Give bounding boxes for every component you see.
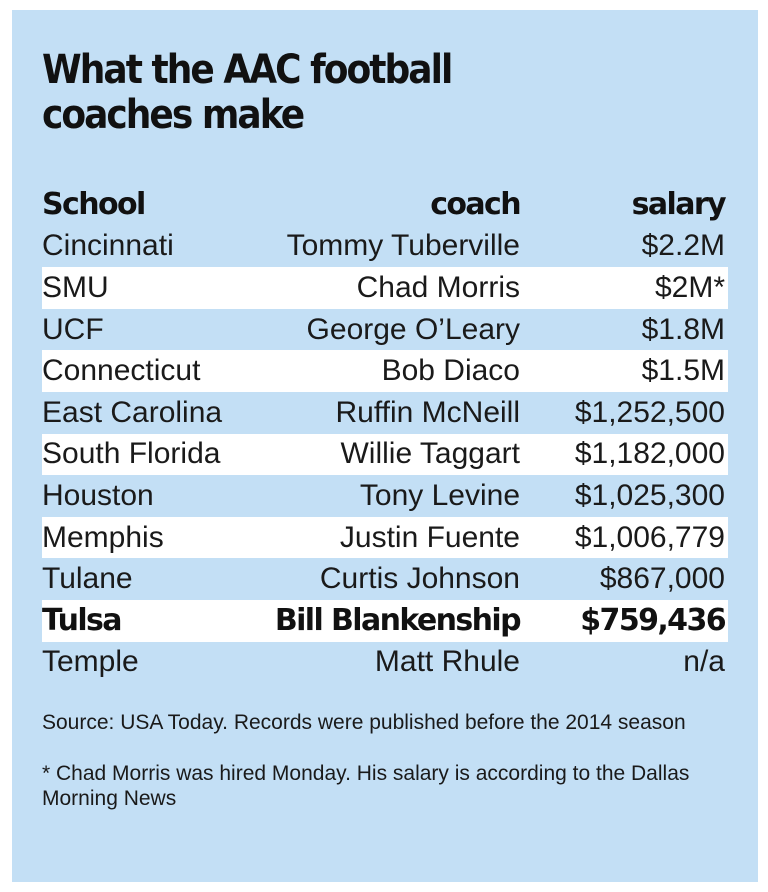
page-title: What the AAC football coaches make: [42, 47, 453, 138]
table-row: Connecticut Bob Diaco $1.5M: [42, 350, 728, 392]
cell-coach: Tony Levine: [359, 478, 520, 512]
cell-salary: n/a: [683, 645, 725, 679]
column-header-salary: salary: [631, 187, 727, 223]
table-row: South Florida Willie Taggart $1,182,000: [42, 433, 728, 476]
table-row: Tulane Curtis Johnson $867,000: [42, 558, 728, 600]
cell-school: Tulsa: [42, 603, 123, 639]
cell-school: Connecticut: [42, 354, 201, 388]
cell-salary: $1,006,779: [574, 520, 725, 554]
notes: Source: USA Today. Records were publishe…: [42, 710, 732, 837]
source-note: Source: USA Today. Records were publishe…: [42, 711, 686, 734]
cell-salary: $759,436: [580, 603, 726, 639]
cell-school: Temple: [42, 645, 139, 679]
cell-school: SMU: [42, 270, 109, 304]
salary-table: School coach salary Cincinnati Tommy Tube…: [42, 184, 728, 683]
cell-coach: Tommy Tuberville: [286, 229, 520, 263]
column-header-school: School: [42, 187, 146, 223]
table-row: SMU Chad Morris $2M*: [42, 267, 728, 309]
cell-coach: Bob Diaco: [381, 354, 520, 388]
cell-coach: George O’Leary: [306, 312, 520, 346]
cell-salary: $1.5M: [641, 354, 725, 388]
cell-school: Houston: [42, 478, 154, 512]
table-row: Tulsa Bill Blankenship $759,436: [42, 599, 728, 642]
cell-coach: Matt Rhule: [374, 645, 520, 679]
table-row: UCF George O’Leary $1.8M: [42, 309, 728, 351]
cell-salary: $1,182,000: [574, 437, 725, 471]
footnote: * Chad Morris was hired Monday. His sala…: [42, 762, 690, 810]
cell-coach: Justin Fuente: [339, 520, 520, 554]
cell-salary: $1,252,500: [574, 395, 725, 429]
table-row: Houston Tony Levine $1,025,300: [42, 475, 728, 517]
table-row: Memphis Justin Fuente $1,006,779: [42, 516, 728, 559]
cell-school: Tulane: [42, 562, 133, 596]
cell-salary: $1,025,300: [574, 478, 725, 512]
cell-salary: $867,000: [599, 562, 725, 596]
column-header-coach: coach: [430, 187, 521, 223]
cell-coach: Willie Taggart: [340, 437, 520, 471]
cell-coach: Curtis Johnson: [319, 562, 520, 596]
cell-school: UCF: [42, 312, 104, 346]
cell-coach: Ruffin McNeill: [335, 395, 521, 429]
cell-school: Memphis: [42, 520, 164, 554]
cell-school: Cincinnati: [42, 229, 174, 263]
cell-school: South Florida: [42, 437, 221, 471]
cell-coach: Chad Morris: [356, 270, 520, 304]
cell-coach: Bill Blankenship: [274, 603, 522, 639]
cell-salary: $2.2M: [641, 229, 725, 263]
table-body: Cincinnati Tommy Tuberville $2.2M SMU Chad M…: [42, 226, 728, 684]
table-row: East Carolina Ruffin McNeill $1,252,500: [42, 392, 728, 434]
cell-salary: $1.8M: [641, 312, 725, 346]
table-row: Temple Matt Rhule n/a: [42, 642, 728, 684]
table-row: Cincinnati Tommy Tuberville $2.2M: [42, 226, 728, 268]
cell-salary: $2M*: [654, 270, 725, 304]
cell-school: East Carolina: [42, 395, 223, 429]
table-header-row: School coach salary: [42, 184, 728, 226]
